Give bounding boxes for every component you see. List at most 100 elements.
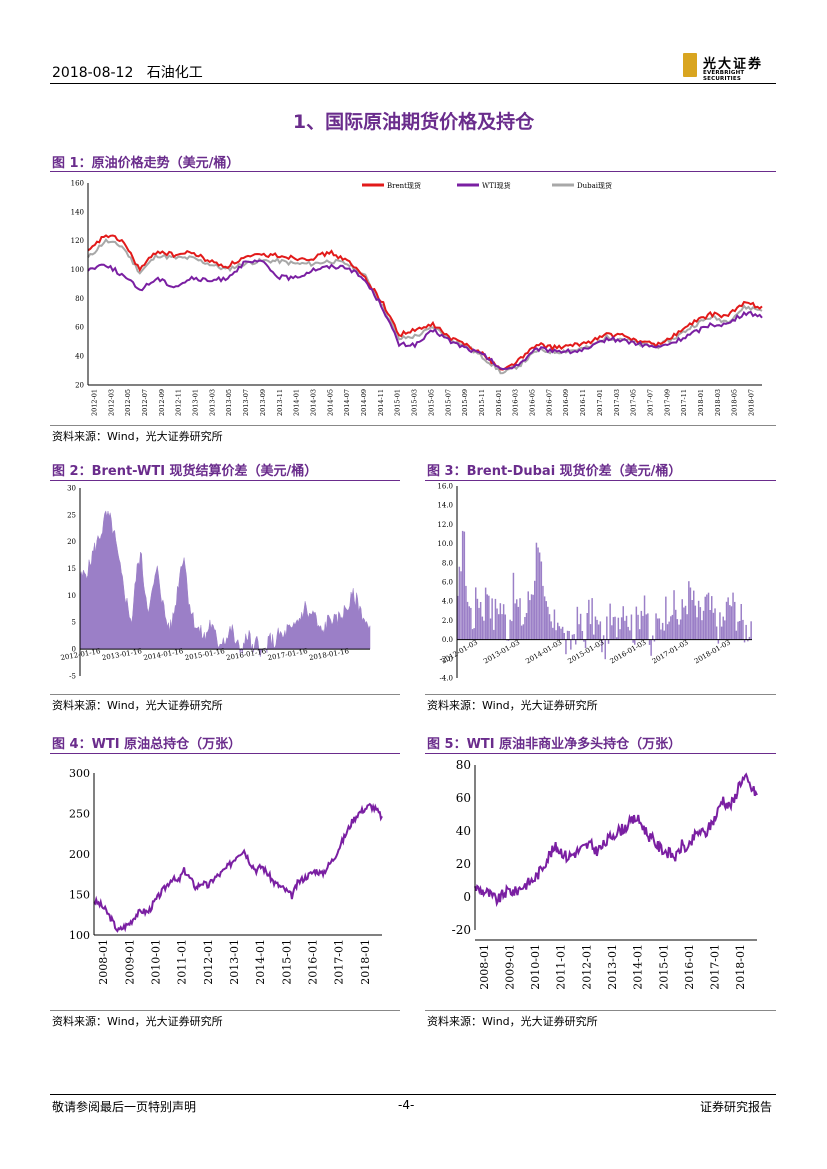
fig3-bar <box>666 624 669 640</box>
fig3-bar <box>656 618 659 640</box>
fig3-bar <box>527 591 529 640</box>
fig3-bar <box>616 637 618 640</box>
fig3-bar <box>516 599 518 640</box>
footer-page-number: -4- <box>398 1098 415 1112</box>
fig1-chart: 160 140 120 100 80 60 40 20 2012-01 2012-03 2012-0… <box>71 179 763 416</box>
fig3-bar <box>548 614 551 640</box>
fig3-bar <box>630 614 633 640</box>
fig3-bar <box>571 634 574 640</box>
fig3-bar <box>711 596 713 640</box>
fig3-bar <box>750 621 752 640</box>
fig3-bar <box>576 606 579 640</box>
fig4-ytick-label: 150 <box>69 888 90 901</box>
fig3-bar <box>715 626 718 640</box>
fig3-bar <box>496 608 498 640</box>
fig3-bar <box>691 600 693 640</box>
fig3-bar <box>586 613 588 640</box>
fig1-top-rule <box>50 171 776 172</box>
fig3-bar <box>686 614 688 640</box>
fig1-legend-label-1: WTI现货 <box>482 181 511 190</box>
fig3-bar <box>460 571 462 640</box>
fig3-bar <box>611 625 613 640</box>
fig3-bar <box>481 616 484 640</box>
fig3-bar <box>681 599 683 640</box>
fig3-bar <box>596 619 598 640</box>
fig3-bar <box>471 629 474 640</box>
fig1-xtick-label: 2013-01 <box>192 389 200 416</box>
fig3-bar <box>501 614 503 640</box>
fig2-ytick-label: 25 <box>67 511 76 519</box>
fig4-xtick-label: 2013-01 <box>228 939 241 985</box>
fig3-title: 图 3：Brent-Dubai 现货价差（美元/桶） <box>427 464 682 479</box>
fig5-title: 图 5：WTI 原油非商业净多头持仓（万张） <box>427 737 682 752</box>
fig3-ytick-label: 2.0 <box>442 617 453 625</box>
fig5-xtick-label: 2017-01 <box>709 944 722 990</box>
fig3-bar <box>717 639 720 644</box>
fig3-ytick-label: -4.0 <box>440 674 454 682</box>
fig3-bar <box>637 614 639 640</box>
fig5-ytick-label: 20 <box>456 857 471 871</box>
fig3-bar <box>648 639 651 645</box>
fig4-xtick-label: 2011-01 <box>176 939 189 985</box>
fig3-bar <box>483 620 485 640</box>
fig5-xtick-label: 2011-01 <box>555 944 568 990</box>
fig3-bar <box>634 639 636 645</box>
fig3-bar <box>663 630 665 640</box>
fig1-xtick-label: 2016-05 <box>529 389 537 416</box>
fig4-open-interest-line <box>93 802 383 933</box>
fig3-bar <box>457 595 459 640</box>
fig1-xtick-label: 2014-05 <box>326 389 334 416</box>
fig5-ytick-label: -20 <box>452 923 471 937</box>
fig3-bar <box>593 634 595 640</box>
fig3-bar <box>730 606 733 640</box>
fig1-xtick-label: 2014-01 <box>293 389 301 416</box>
fig3-bar <box>689 587 692 640</box>
fig3-bar <box>614 616 616 640</box>
fig3-bar <box>532 594 534 640</box>
fig1-xtick-label: 2017-09 <box>663 389 671 416</box>
fig2-spread-area <box>79 510 371 657</box>
fig3-bar <box>558 626 561 640</box>
fig3-bar <box>547 606 549 640</box>
fig1-xtick-label: 2012-11 <box>175 389 183 416</box>
fig3-bar <box>738 621 741 640</box>
fig1-ytick-label: 40 <box>75 353 84 361</box>
fig3-bar <box>602 635 605 640</box>
fig3-bar <box>583 639 585 642</box>
fig1-ytick-label: 120 <box>71 237 84 245</box>
fig5-chart: 80 60 40 20 0 -20 2008-01 2009-01 2010-01 2011-01… <box>452 758 758 990</box>
fig3-bar <box>476 598 479 640</box>
fig1-xtick-label: 2013-09 <box>259 389 267 416</box>
fig3-bar <box>491 598 493 640</box>
fig1-series-line-1 <box>87 259 763 371</box>
fig3-bar <box>475 587 477 640</box>
fig3-bar <box>499 603 502 640</box>
fig1-xtick-label: 2012-03 <box>107 389 115 416</box>
fig1-xtick-label: 2013-11 <box>276 389 284 416</box>
fig3-bar <box>661 622 664 640</box>
fig1-legend-label-2: Dubai现货 <box>577 181 612 190</box>
fig3-bar <box>655 613 657 640</box>
fig3-bar <box>632 639 634 643</box>
fig1-series-line-2 <box>87 238 763 375</box>
fig1-xtick-label: 2012-09 <box>158 389 166 416</box>
fig3-bottom-rule <box>425 694 776 695</box>
fig3-bar <box>696 617 698 640</box>
fig3-bar <box>737 621 739 640</box>
fig1-title: 图 1：原油价格走势（美元/桶） <box>52 156 240 171</box>
fig3-bar <box>570 639 572 650</box>
fig1-xtick-label: 2016-09 <box>562 389 570 416</box>
fig3-bar <box>747 639 749 642</box>
fig3-bar <box>724 620 726 640</box>
fig3-bar <box>609 603 611 640</box>
fig3-bar <box>535 542 538 640</box>
fig4-xtick-label: 2017-01 <box>333 939 346 985</box>
fig3-bar <box>550 621 552 640</box>
fig3-bar <box>545 601 547 640</box>
fig3-bar <box>599 621 602 640</box>
fig3-bar <box>519 598 521 640</box>
fig3-bar <box>670 616 672 640</box>
fig3-bar <box>463 531 466 640</box>
fig3-bar <box>538 552 541 640</box>
fig3-bar <box>678 624 680 640</box>
